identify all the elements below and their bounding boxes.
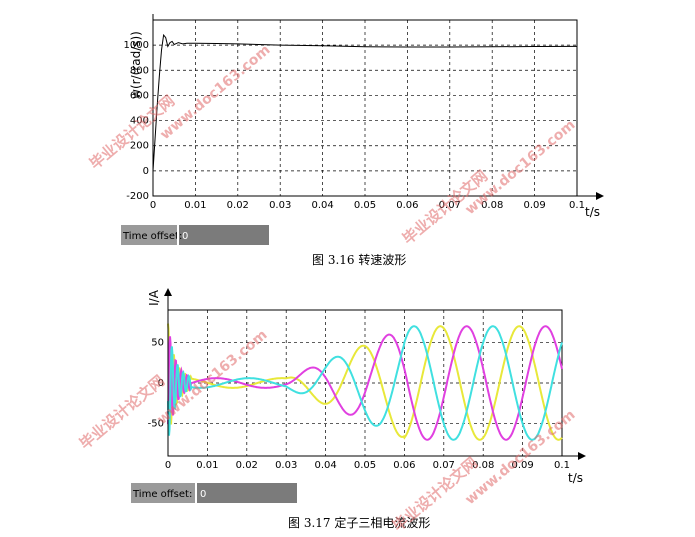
speed-x-tick-label: 0.1 <box>569 200 585 211</box>
current-chart: 0 0.01 0.02 0.03 0.04 0.05 0.06 0.07 0.08 0.09 0.1… <box>131 288 586 530</box>
current-x-tick-label: 0.1 <box>554 460 570 471</box>
time-offset-value-1: 0 <box>182 231 188 242</box>
speed-x-tick-label: 0.06 <box>396 200 418 211</box>
current-y-tick-label: 50 <box>151 337 164 348</box>
current-x-tick-label: 0.03 <box>275 460 297 471</box>
speed-y-label: w(r/(rad/s)) <box>129 31 143 99</box>
speed-y-tick-label: 800 <box>130 65 149 76</box>
speed-x-tick-label: 0.02 <box>227 200 249 211</box>
current-series-line-3 <box>167 325 563 441</box>
current-y-label: I/A <box>147 289 161 306</box>
speed-y-tick-label: 600 <box>130 90 149 101</box>
speed-x-tick-label: 0.04 <box>311 200 333 211</box>
speed-chart: 0 0.01 0.02 0.03 0.04 0.05 0.06 0.07 0.08 0.09 0.1… <box>121 14 604 267</box>
time-offset-value-2: 0 <box>200 489 206 500</box>
speed-y-tick-label: 400 <box>130 116 149 127</box>
time-offset-sep-1 <box>177 225 179 245</box>
current-x-arrow <box>578 452 586 460</box>
current-x-tick-label: 0.01 <box>196 460 218 471</box>
speed-x-tick-label: 0.01 <box>184 200 206 211</box>
time-offset-label-1: Time offset: <box>122 231 182 242</box>
current-x-tick-label: 0 <box>165 460 171 471</box>
speed-y-tick-label: 1000 <box>124 40 149 51</box>
speed-y-tick-label: 200 <box>130 141 149 152</box>
time-offset-sep-2 <box>195 483 197 503</box>
speed-x-tick-label: 0.03 <box>269 200 291 211</box>
time-offset-label-bg-2 <box>131 483 195 503</box>
current-y-arrow <box>164 288 172 296</box>
speed-y-tick-label: -200 <box>126 191 149 202</box>
speed-x-tick-label: 0.07 <box>439 200 461 211</box>
current-x-tick-label: 0.02 <box>236 460 258 471</box>
current-x-label: t/s <box>568 471 583 485</box>
figure-caption-1: 图 3.16 转速波形 <box>312 252 406 267</box>
time-offset-label-bg-1 <box>121 225 177 245</box>
current-x-tick-label: 0.06 <box>393 460 415 471</box>
speed-y-tick-label: 0 <box>143 166 149 177</box>
current-x-tick-label: 0.05 <box>354 460 376 471</box>
speed-x-arrow <box>596 192 604 200</box>
time-offset-label-2: Time offset: <box>132 489 192 500</box>
speed-x-label: t/s <box>585 205 600 219</box>
current-y-tick-label: -50 <box>148 419 164 430</box>
speed-x-tick-label: 0.08 <box>481 200 503 211</box>
current-x-tick-label: 0.08 <box>472 460 494 471</box>
current-y-tick-label: 0 <box>158 378 164 389</box>
watermark-cn-3: 毕业设计论文网 <box>76 372 168 453</box>
current-x-tick-label: 0.07 <box>433 460 455 471</box>
current-series-line-1 <box>167 323 563 441</box>
current-x-tick-label: 0.09 <box>511 460 533 471</box>
speed-x-tick-label: 0.05 <box>354 200 376 211</box>
speed-x-tick-label: 0 <box>150 200 156 211</box>
speed-x-tick-label: 0.09 <box>523 200 545 211</box>
figure-caption-2: 图 3.17 定子三相电流波形 <box>288 515 430 530</box>
speed-series-line <box>152 33 578 171</box>
current-x-tick-label: 0.04 <box>314 460 336 471</box>
